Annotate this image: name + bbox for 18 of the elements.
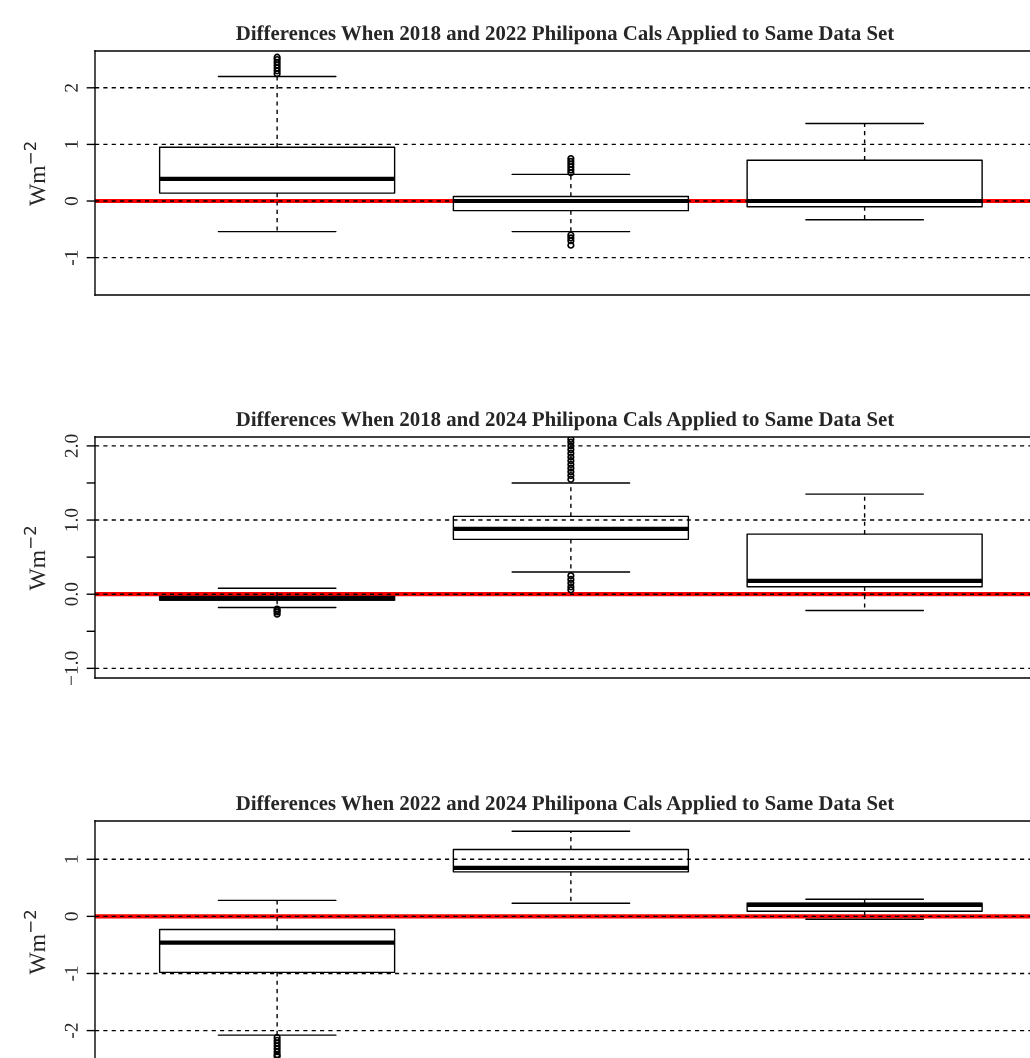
y-tick-label: 2 bbox=[64, 84, 78, 92]
chart-title: Differences When 2018 and 2024 Philipona Cals Applied to Same Data Set bbox=[236, 411, 895, 431]
y-tick-label: -2 bbox=[64, 1023, 78, 1038]
y-axis-title: Wm$^{−2}$ bbox=[23, 910, 46, 975]
y-tick-label: 0 bbox=[64, 912, 78, 921]
chart-title: Differences When 2018 and 2022 Philipona Cals Applied to Same Data Set bbox=[236, 25, 895, 45]
y-tick-label: 0 bbox=[64, 196, 78, 206]
y-axis-title: Wm$^{−2}$ bbox=[23, 526, 46, 591]
y-axis-title: Wm$^{−2}$ bbox=[23, 142, 46, 207]
y-tick-label: 1.0 bbox=[64, 508, 78, 531]
y-tick-label: −1.0 bbox=[64, 651, 78, 686]
y-tick-label: 1 bbox=[64, 855, 78, 863]
y-tick-label: 2.0 bbox=[64, 434, 78, 458]
y-tick-label: -1 bbox=[64, 966, 78, 981]
y-tick-label: 0.0 bbox=[64, 582, 78, 606]
y-tick-label: -1 bbox=[64, 250, 78, 266]
y-tick-label: 1 bbox=[64, 140, 78, 148]
chart-title: Differences When 2022 and 2024 Philipona Cals Applied to Same Data Set bbox=[236, 795, 895, 815]
